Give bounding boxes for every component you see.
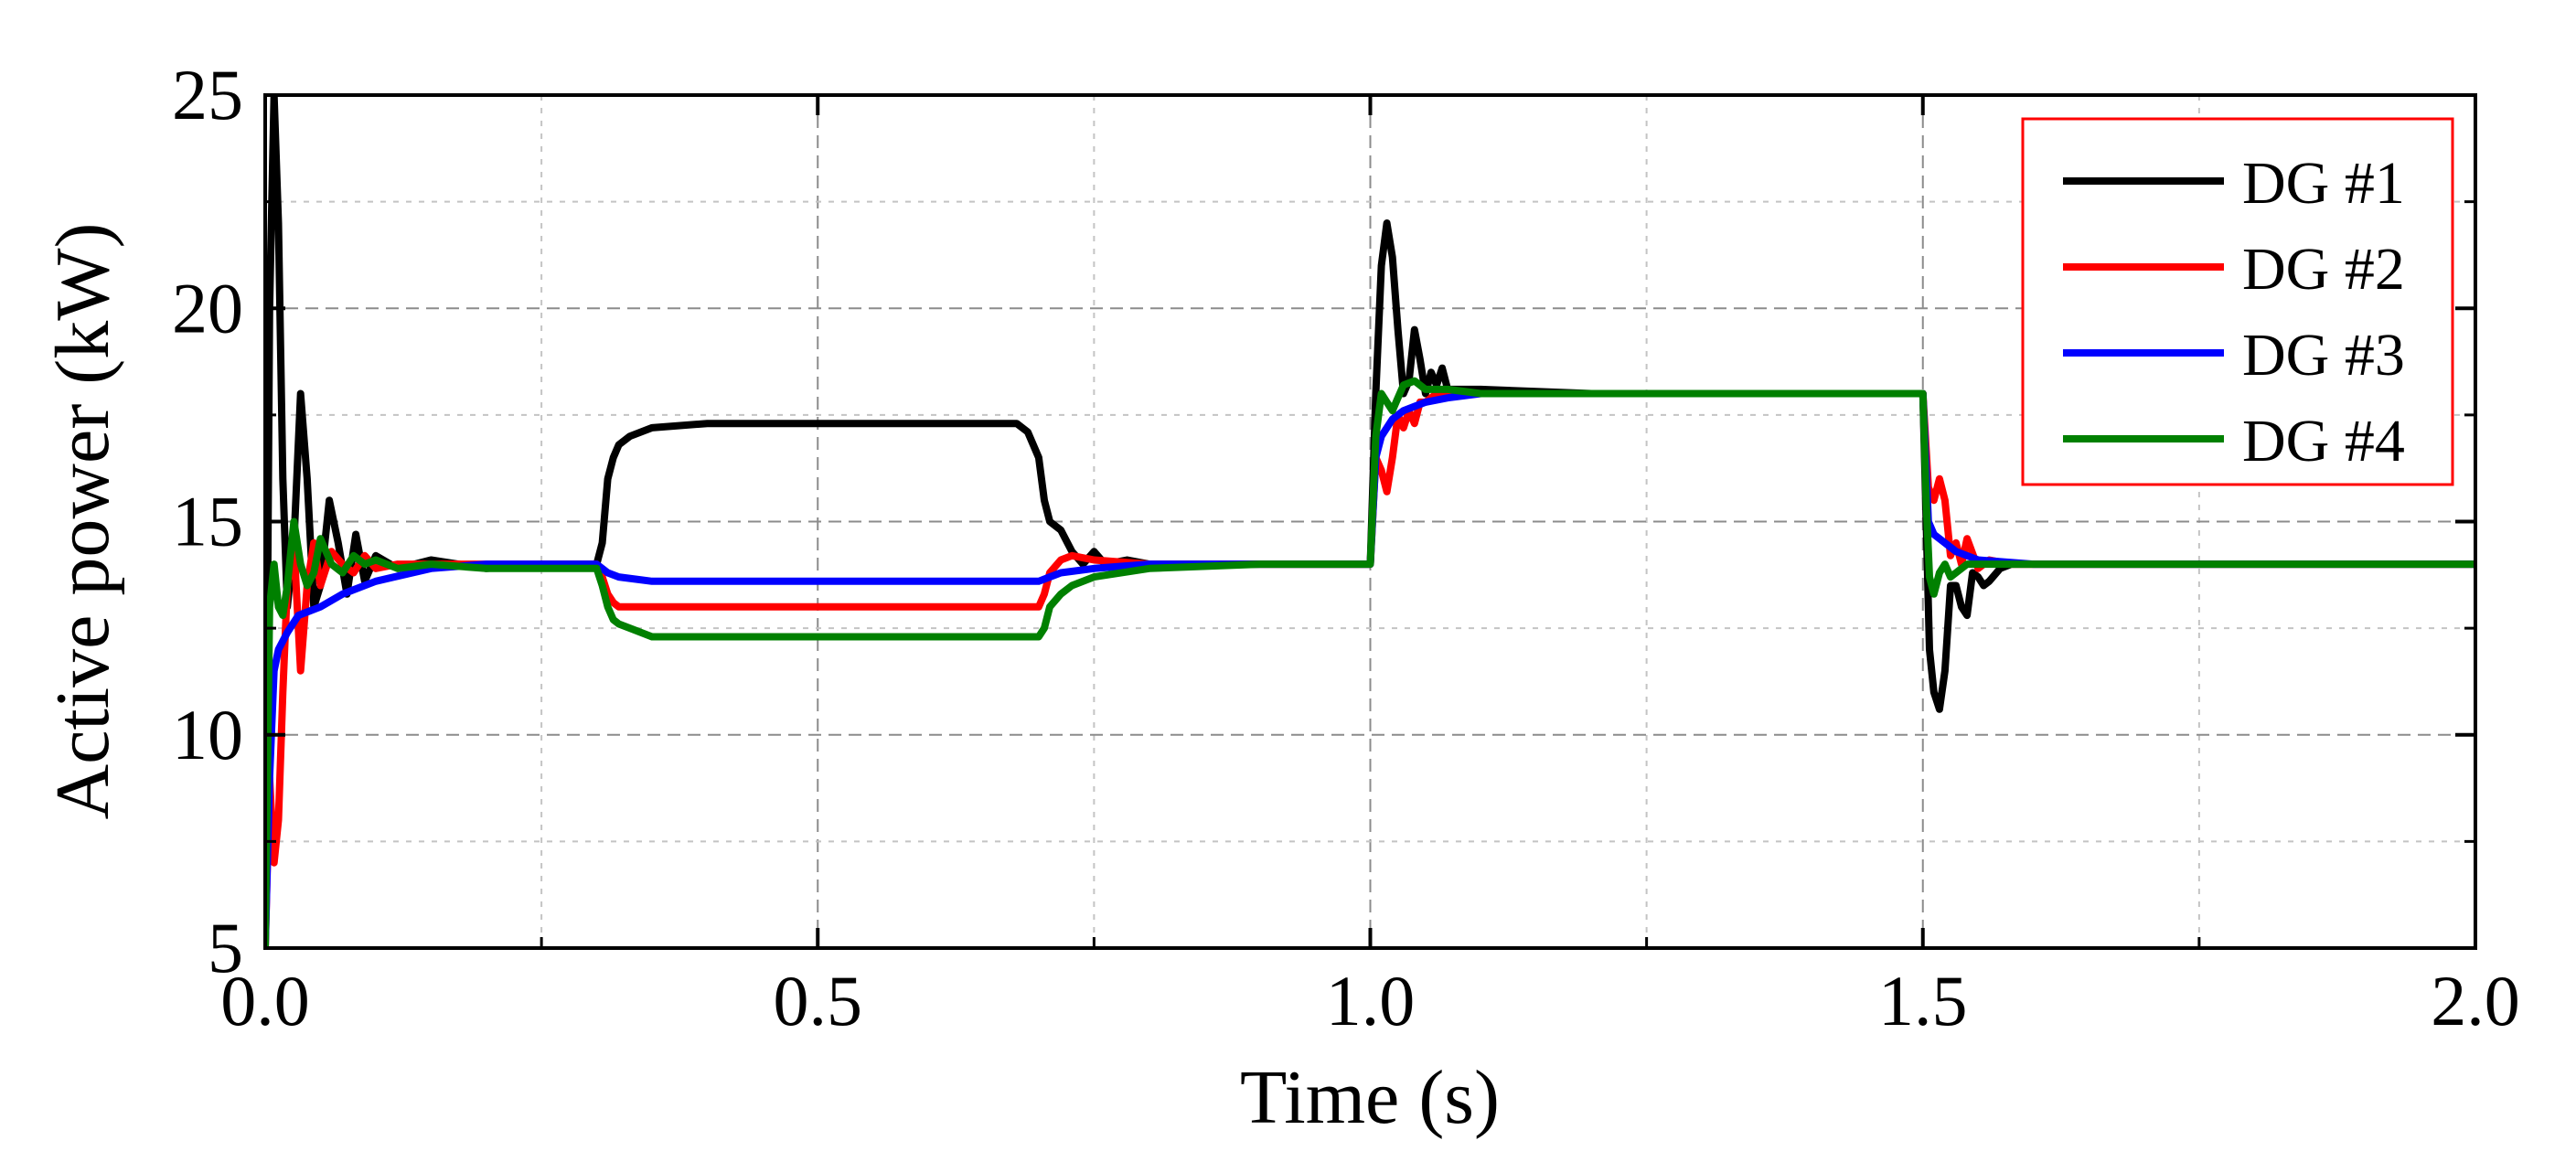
x-tick-label: 1.0 xyxy=(1326,961,1416,1040)
y-tick-label: 15 xyxy=(172,482,243,561)
x-axis-title: Time (s) xyxy=(1240,1055,1500,1140)
tick-layer: 0.0 0.5 1.0 1.5 2.0 5 10 15 20 25 xyxy=(172,55,2520,1040)
legend-label-dg4: DG #4 xyxy=(2242,408,2405,474)
x-tick-label: 2.0 xyxy=(2431,961,2520,1040)
series-line-dg4 xyxy=(265,377,2475,948)
legend-label-dg1: DG #1 xyxy=(2242,150,2405,217)
y-tick-label: 10 xyxy=(172,695,243,774)
y-tick-label: 20 xyxy=(172,268,243,347)
y-tick-label: 25 xyxy=(172,55,243,134)
x-tick-label: 0.0 xyxy=(220,961,310,1040)
x-tick-label: 0.5 xyxy=(774,961,863,1040)
y-tick-label: 5 xyxy=(208,908,243,987)
grid-layer xyxy=(265,95,2475,948)
legend: DG #1 DG #2 DG #3 DG #4 xyxy=(2021,117,2454,486)
x-tick-label: 1.5 xyxy=(1878,961,1968,1040)
series-layer xyxy=(265,95,2475,948)
y-axis-title: Active power (kW) xyxy=(40,222,125,819)
legend-label-dg3: DG #3 xyxy=(2242,322,2405,389)
legend-label-dg2: DG #2 xyxy=(2242,236,2405,303)
